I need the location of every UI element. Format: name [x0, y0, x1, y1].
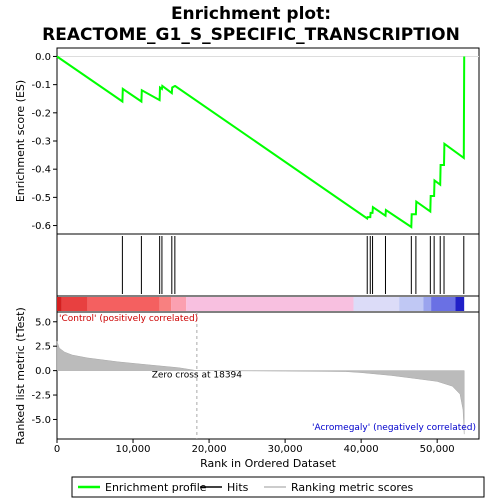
positive-label: 'Control' (positively correlated) — [59, 314, 198, 324]
metric-y-tick-label: 5.0 — [35, 317, 51, 328]
legend-label: Enrichment profile — [105, 481, 207, 494]
ranking-metric-area — [56, 341, 465, 435]
es-y-tick-label: 0.0 — [35, 52, 51, 63]
chart-title-line2: REACTOME_G1_S_SPECIFIC_TRANSCRIPTION — [42, 25, 460, 45]
heat-bar-segment — [423, 297, 432, 311]
heat-bar-segment — [431, 297, 456, 311]
heat-bar-segment — [455, 297, 465, 311]
metric-y-tick-label: 0.0 — [35, 366, 51, 377]
es-y-tick-label: -0.1 — [31, 80, 51, 91]
negative-label: 'Acromegaly' (negatively correlated) — [312, 423, 476, 433]
legend-label: Hits — [227, 481, 249, 494]
metric-y-tick-label: -5.0 — [31, 415, 51, 426]
x-axis-label: Rank in Ordered Dataset — [200, 457, 337, 470]
heat-bar-segment — [159, 297, 172, 311]
enrichment-profile-line — [56, 55, 466, 229]
heat-bar-segment — [87, 297, 160, 311]
es-y-tick-label: -0.3 — [31, 137, 51, 148]
chart-title-line1: Enrichment plot: — [171, 4, 331, 24]
es-y-tick-label: -0.5 — [31, 193, 51, 204]
x-tick-label: 0 — [54, 444, 60, 455]
x-tick-label: 20,000 — [192, 444, 227, 455]
es-axis-label: Enrichment score (ES) — [14, 80, 27, 202]
metric-y-tick-label: -2.5 — [31, 391, 51, 402]
metric-y-tick-label: 2.5 — [35, 342, 51, 353]
metric-axis-label: Ranked list metric (tTest) — [14, 307, 27, 444]
es-panel-frame — [56, 47, 480, 235]
x-tick-label: 10,000 — [116, 444, 151, 455]
es-y-tick-label: -0.4 — [31, 165, 51, 176]
x-tick-label: 50,000 — [420, 444, 455, 455]
heat-bar-segment — [57, 297, 62, 311]
heat-bar-segment — [186, 297, 354, 311]
legend-label: Ranking metric scores — [291, 481, 413, 494]
heat-bar-segment — [61, 297, 88, 311]
zero-cross-label: Zero cross at 18394 — [152, 371, 243, 381]
heat-bar-segment — [171, 297, 187, 311]
heat-bar-segment — [399, 297, 424, 311]
heat-bar-segment — [353, 297, 400, 311]
x-tick-label: 40,000 — [344, 444, 379, 455]
es-y-tick-label: -0.2 — [31, 108, 51, 119]
es-y-tick-label: -0.6 — [31, 221, 51, 232]
x-tick-label: 30,000 — [268, 444, 303, 455]
